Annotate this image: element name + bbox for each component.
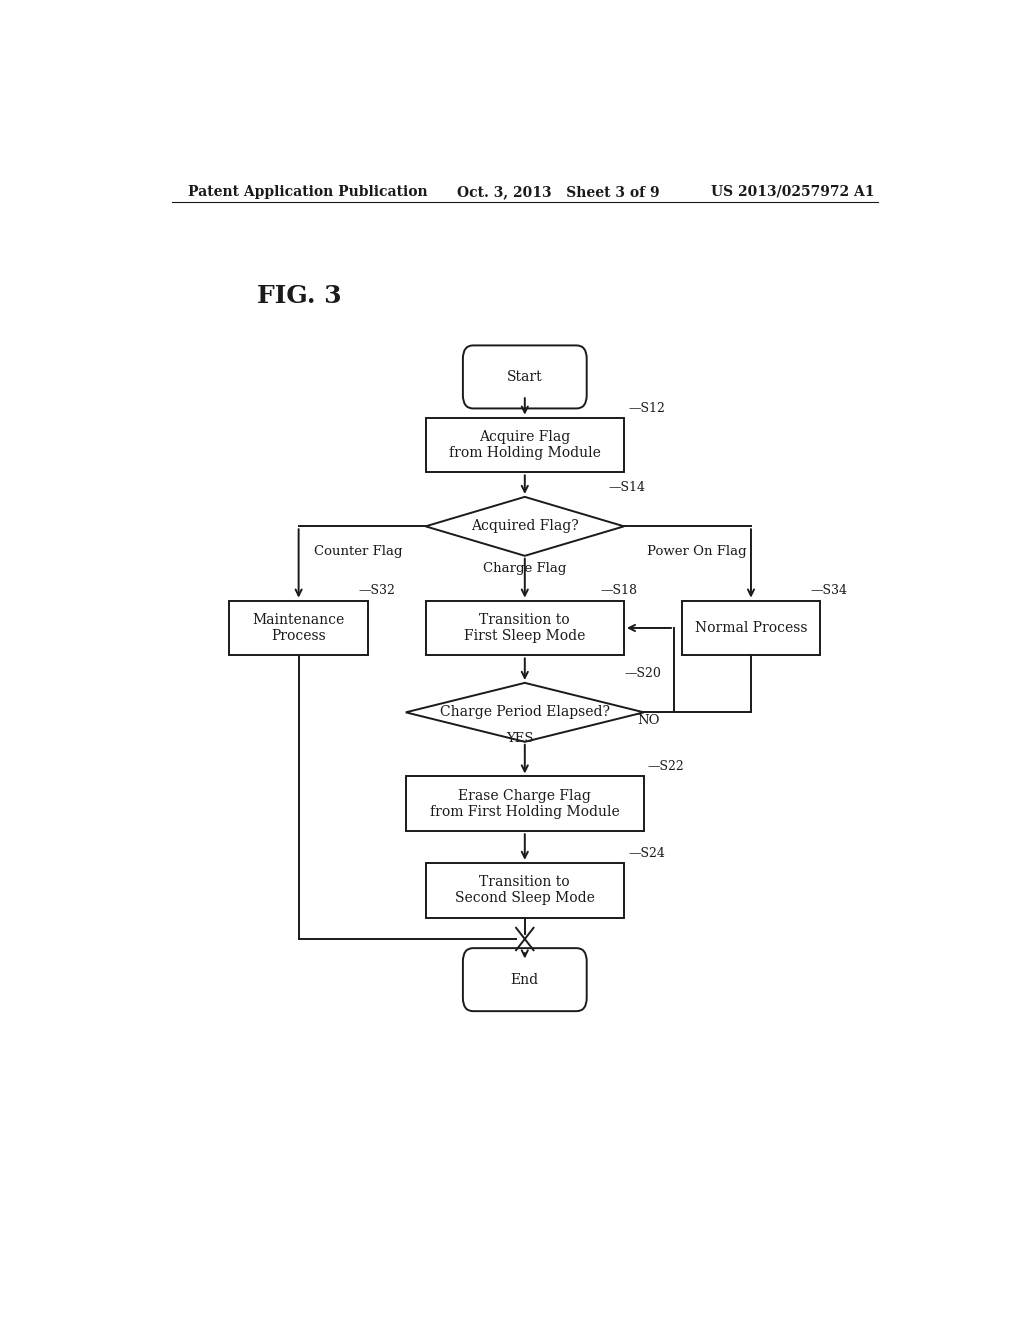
Text: NO: NO — [638, 714, 660, 727]
Text: Erase Charge Flag
from First Holding Module: Erase Charge Flag from First Holding Mod… — [430, 789, 620, 818]
Text: Power On Flag: Power On Flag — [647, 545, 746, 558]
Bar — [426, 601, 624, 656]
Text: Acquire Flag
from Holding Module: Acquire Flag from Holding Module — [449, 430, 601, 461]
Text: FIG. 3: FIG. 3 — [257, 284, 341, 308]
Text: US 2013/0257972 A1: US 2013/0257972 A1 — [712, 185, 874, 199]
FancyBboxPatch shape — [463, 948, 587, 1011]
Text: —S18: —S18 — [600, 585, 637, 598]
FancyBboxPatch shape — [463, 346, 587, 408]
Bar — [426, 417, 624, 473]
Text: Counter Flag: Counter Flag — [314, 545, 402, 558]
Text: End: End — [511, 973, 539, 986]
Text: Charge Flag: Charge Flag — [483, 561, 566, 574]
Text: —S22: —S22 — [648, 760, 685, 774]
Text: —S14: —S14 — [608, 480, 645, 494]
Text: Acquired Flag?: Acquired Flag? — [471, 519, 579, 533]
Text: Normal Process: Normal Process — [694, 620, 807, 635]
Text: Maintenance
Process: Maintenance Process — [253, 612, 345, 643]
Text: Oct. 3, 2013   Sheet 3 of 9: Oct. 3, 2013 Sheet 3 of 9 — [458, 185, 660, 199]
Text: —S12: —S12 — [628, 401, 665, 414]
Bar — [426, 863, 624, 917]
Text: Transition to
Second Sleep Mode: Transition to Second Sleep Mode — [455, 875, 595, 906]
Text: Patent Application Publication: Patent Application Publication — [187, 185, 427, 199]
Text: —S34: —S34 — [811, 585, 848, 598]
Polygon shape — [426, 496, 624, 556]
Bar — [229, 601, 368, 656]
Text: Charge Period Elapsed?: Charge Period Elapsed? — [439, 705, 610, 719]
Text: —S24: —S24 — [628, 846, 665, 859]
Text: —S20: —S20 — [624, 667, 660, 680]
Polygon shape — [406, 682, 644, 742]
Bar — [682, 601, 820, 656]
Text: Start: Start — [507, 370, 543, 384]
Bar — [406, 776, 644, 832]
Text: —S32: —S32 — [358, 585, 395, 598]
Text: YES: YES — [506, 733, 534, 746]
Text: Transition to
First Sleep Mode: Transition to First Sleep Mode — [464, 612, 586, 643]
